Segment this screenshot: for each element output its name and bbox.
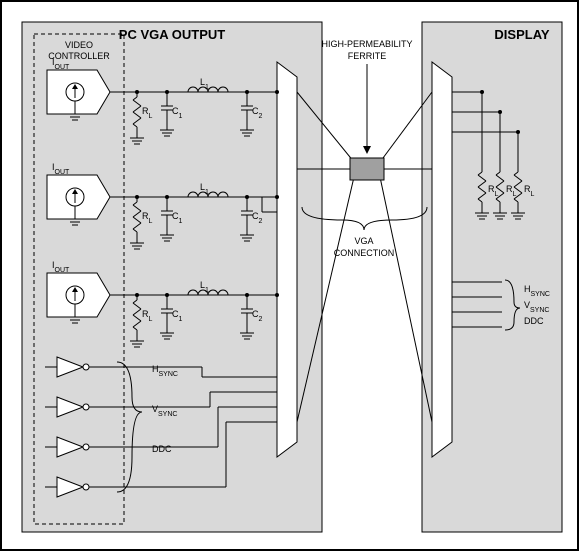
svg-text:VIDEO: VIDEO [65, 40, 93, 50]
svg-text:DISPLAY: DISPLAY [494, 27, 549, 42]
svg-text:DDC: DDC [524, 316, 544, 326]
svg-text:HIGH-PERMEABILITY: HIGH-PERMEABILITY [321, 39, 412, 49]
circuit-diagram: PC VGA OUTPUTDISPLAYVIDEOCONTROLLERIOUTR… [2, 2, 577, 549]
svg-text:VGA: VGA [354, 236, 373, 246]
svg-text:PC VGA OUTPUT: PC VGA OUTPUT [119, 27, 225, 42]
svg-text:CONNECTION: CONNECTION [334, 248, 395, 258]
svg-text:DDC: DDC [152, 444, 172, 454]
diagram-frame: { "title_pc":"PC VGA OUTPUT", "title_dis… [0, 0, 579, 551]
svg-text:FERRITE: FERRITE [348, 51, 387, 61]
svg-text:CONTROLLER: CONTROLLER [48, 51, 110, 61]
